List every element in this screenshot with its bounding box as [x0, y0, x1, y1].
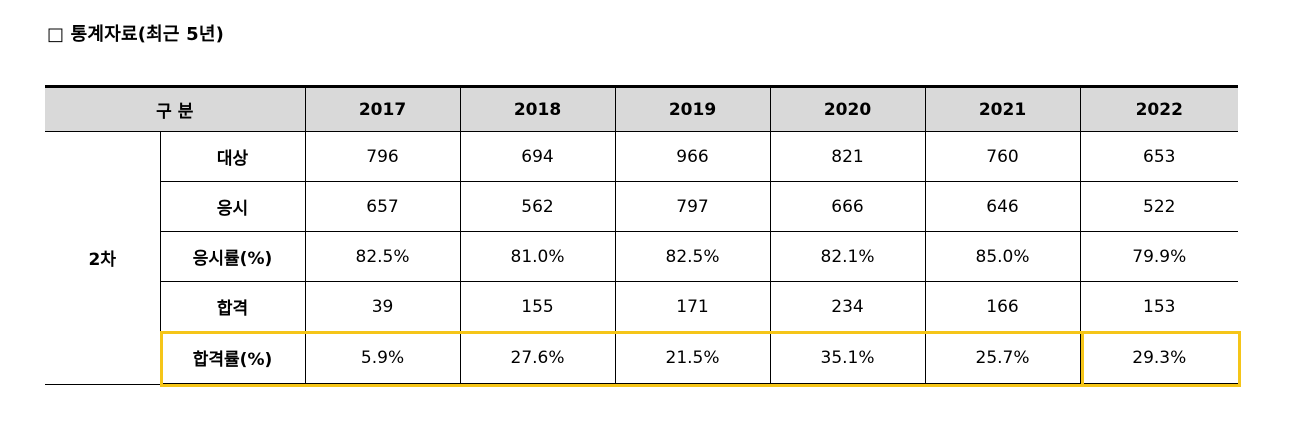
table-cell: 79.9%	[1080, 231, 1239, 282]
table-cell: 27.6%	[460, 331, 616, 385]
statistics-table: 구 분 2017 2018 2019 2020 2021 2022 2차 대상 …	[45, 85, 1239, 385]
table-cell: 653	[1080, 131, 1239, 182]
table-cell: 562	[460, 181, 616, 232]
table-row: 응시률(%) 82.5% 81.0% 82.5% 82.1% 85.0% 79.…	[45, 231, 1239, 282]
table-row: 2차 대상 796 694 966 821 760 653	[45, 131, 1239, 385]
table-cell: 82.5%	[305, 231, 461, 282]
table-cell: 29.3%	[1080, 331, 1239, 385]
header-year: 2022	[1080, 85, 1239, 132]
table-row: 합격 39 155 171 234 166 153	[45, 281, 1239, 332]
table-cell: 171	[615, 281, 771, 332]
table-cell: 166	[925, 281, 1081, 332]
table-cell: 21.5%	[615, 331, 771, 385]
table-cell: 646	[925, 181, 1081, 232]
header-year: 2019	[615, 85, 771, 132]
group-label: 2차	[45, 131, 161, 385]
table-cell: 85.0%	[925, 231, 1081, 282]
table-cell: 82.1%	[770, 231, 926, 282]
table-cell: 35.1%	[770, 331, 926, 385]
header-year: 2017	[305, 85, 461, 132]
row-label: 응시	[160, 181, 306, 232]
table-cell: 760	[925, 131, 1081, 182]
table-cell: 5.9%	[305, 331, 461, 385]
header-row: 구 분 2017 2018 2019 2020 2021 2022	[45, 85, 1239, 132]
section-title: □ 통계자료(최근 5년)	[47, 24, 225, 45]
table-cell: 25.7%	[925, 331, 1081, 385]
table-cell: 657	[305, 181, 461, 232]
table-cell: 155	[460, 281, 616, 332]
row-label: 대상	[160, 131, 306, 182]
table-cell: 82.5%	[615, 231, 771, 282]
header-category: 구 분	[45, 85, 306, 132]
table-cell: 522	[1080, 181, 1239, 232]
table-cell: 153	[1080, 281, 1239, 332]
table-cell: 666	[770, 181, 926, 232]
table-row: 응시 657 562 797 666 646 522	[45, 181, 1239, 232]
table-cell: 966	[615, 131, 771, 182]
table-cell: 694	[460, 131, 616, 182]
table-cell: 821	[770, 131, 926, 182]
row-label: 합격률(%)	[160, 331, 306, 385]
header-year: 2018	[460, 85, 616, 132]
table-cell: 796	[305, 131, 461, 182]
row-label: 응시률(%)	[160, 231, 306, 282]
table-cell: 81.0%	[460, 231, 616, 282]
header-year: 2021	[925, 85, 1081, 132]
table-row-highlighted: 합격률(%) 5.9% 27.6% 21.5% 35.1% 25.7% 29.3…	[45, 331, 1239, 385]
table-cell: 234	[770, 281, 926, 332]
row-label: 합격	[160, 281, 306, 332]
header-year: 2020	[770, 85, 926, 132]
table-cell: 797	[615, 181, 771, 232]
table-cell: 39	[305, 281, 461, 332]
